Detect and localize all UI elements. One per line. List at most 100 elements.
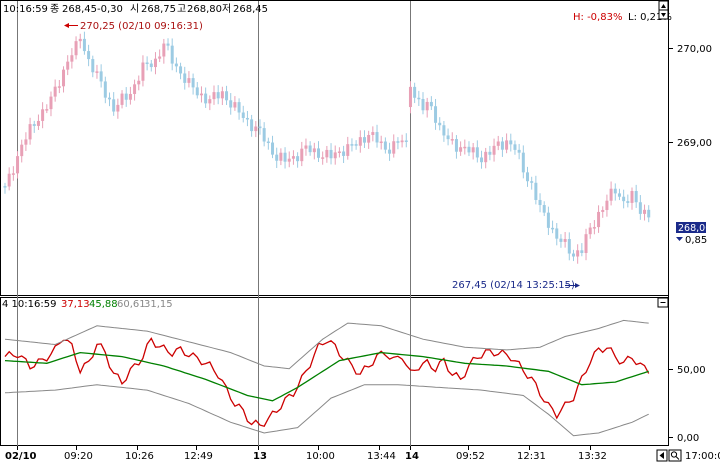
candle-body (580, 250, 584, 253)
candle-body (170, 45, 174, 64)
candle-body (484, 151, 488, 163)
candle-body (613, 188, 617, 194)
candle-body (57, 86, 61, 88)
candle-body (233, 102, 237, 108)
candle-body (49, 96, 53, 110)
candle-body (643, 209, 647, 214)
time-label: 09:20 (64, 451, 93, 462)
candle-body (526, 172, 529, 182)
candle-body (216, 92, 220, 99)
candle-body (417, 97, 421, 100)
time-label: 13:32 (578, 451, 607, 462)
magnifier-icon (670, 451, 678, 458)
zoom-button[interactable] (668, 449, 682, 462)
candle-body (379, 141, 383, 144)
chevron-up-icon (661, 4, 666, 8)
time-axis: 02/10 09:20 10:26 12:49 13 10:00 13:44 1… (5, 446, 720, 462)
candle-body (438, 122, 442, 126)
candle-body (350, 144, 354, 146)
time-label: 10:00 (306, 451, 335, 462)
candle-body (275, 154, 279, 161)
current-price-box (676, 222, 706, 233)
candle-body (383, 141, 387, 150)
price-tick-label: 269,00 (677, 138, 712, 149)
candle-body (597, 211, 601, 228)
candle-body (551, 227, 555, 230)
candle-body (24, 139, 28, 145)
candle-body (91, 59, 95, 73)
candle-body (429, 101, 433, 107)
candle-body (567, 239, 571, 254)
indicator-value-2: 45,88 (89, 299, 118, 310)
candle-body (229, 100, 233, 108)
candle-body (546, 212, 550, 228)
candle-body (496, 141, 500, 146)
candle-body (563, 239, 567, 242)
candle-body (471, 147, 475, 153)
candle-body (262, 128, 266, 142)
candle-body (99, 71, 103, 82)
high-value: 268,80 (187, 4, 222, 15)
candle-body (287, 158, 291, 162)
candle-body (70, 55, 74, 62)
candle-body (250, 119, 254, 132)
candle-body (421, 99, 425, 111)
price-tick-label: 270,00 (677, 44, 712, 55)
candle-body (454, 139, 458, 152)
candle-body (571, 253, 575, 257)
candle-body (153, 58, 157, 68)
candle-body (95, 71, 99, 73)
candle-body (312, 148, 316, 153)
candle-body (467, 146, 471, 153)
change-marker-label: 0,85 (685, 235, 707, 246)
open-label: 시 (130, 3, 139, 15)
candle-body (555, 228, 559, 239)
candle-body (183, 73, 187, 83)
candle-body (442, 125, 446, 136)
candle-body (112, 99, 116, 112)
candle-body (254, 126, 258, 132)
indicator-line-green (4, 351, 649, 402)
low-marker-arrowhead (575, 283, 580, 288)
candle-body (647, 209, 651, 218)
high-label: 고 (177, 4, 186, 15)
candle-body (212, 92, 216, 100)
candle-body (74, 41, 78, 56)
candle-body (346, 144, 350, 156)
candle-body (538, 199, 542, 206)
candle-body (396, 141, 400, 143)
time-label: 13:44 (367, 451, 396, 462)
candle-body (505, 140, 509, 150)
candle-body (116, 104, 120, 112)
candle-body (133, 84, 137, 94)
candle-body (20, 144, 24, 157)
indicator-panel-frame (0, 297, 669, 446)
candle-body (630, 191, 634, 203)
candle-body (283, 152, 287, 162)
candle-body (450, 139, 454, 141)
candle-body (237, 102, 241, 113)
candle-body (291, 156, 295, 159)
candle-body (41, 109, 45, 121)
arrow-left-icon (659, 452, 664, 459)
candle-body (199, 93, 203, 96)
candle-body (492, 145, 496, 155)
candle-body (354, 144, 358, 146)
time-label: 10:26 (125, 451, 154, 462)
candle-body (517, 149, 521, 153)
candle-body (325, 149, 329, 158)
indicator-tick-label: 0,00 (677, 433, 699, 444)
high-marker-arrowhead (64, 23, 69, 28)
indicator-value-3: 60,61 (117, 299, 146, 310)
candle-body (45, 109, 49, 111)
down-triangle-icon (676, 237, 683, 241)
candle-body (53, 86, 57, 97)
candle-body (137, 80, 141, 85)
candle-body (103, 81, 107, 98)
time-label: 17:00:00 (685, 451, 720, 462)
indicator-line-red (4, 337, 650, 427)
time-label: 02/10 (5, 451, 37, 462)
candle-body (513, 144, 517, 150)
candle-body (32, 124, 36, 126)
